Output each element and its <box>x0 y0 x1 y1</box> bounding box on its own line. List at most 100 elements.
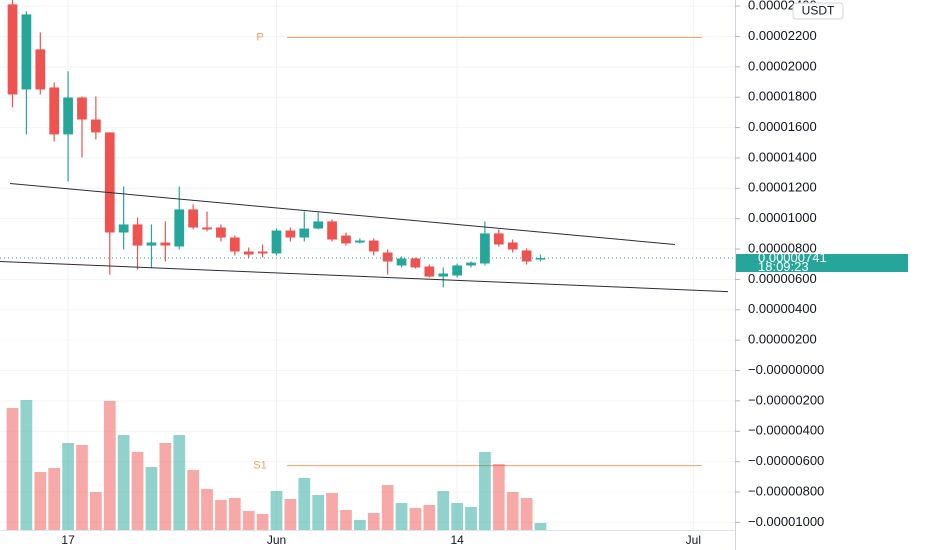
volume-bar <box>312 495 325 530</box>
candle-body <box>229 237 240 252</box>
trend-line <box>0 261 729 293</box>
volume-bar <box>451 503 463 530</box>
last-price-box <box>736 254 908 273</box>
volume-bar <box>353 520 366 530</box>
volume-bar <box>381 485 394 530</box>
volume-bar <box>395 503 408 530</box>
candle-body <box>160 242 171 246</box>
candle-body <box>104 132 115 233</box>
candle-body <box>77 97 87 120</box>
volume-bar <box>256 514 269 530</box>
volume-bar <box>90 492 102 530</box>
candle-body <box>493 233 504 245</box>
candle-body <box>146 242 157 246</box>
volume-bar <box>20 400 33 530</box>
candle-body <box>410 258 421 268</box>
plot: P S1 <box>0 0 735 530</box>
volume-bar <box>437 491 450 530</box>
candle-body <box>452 265 462 276</box>
candle-body <box>118 224 129 233</box>
candle-body <box>368 240 379 252</box>
volume-bar <box>145 467 158 530</box>
volume-bar <box>62 443 74 530</box>
volume-bar <box>492 464 505 530</box>
candle-body <box>202 227 212 230</box>
x-tick-label: 17 <box>61 533 75 547</box>
candle-body <box>521 250 532 262</box>
candle-body <box>313 221 324 229</box>
volume-bar <box>520 498 533 530</box>
volume-bar <box>103 401 116 530</box>
volume-bar <box>34 472 47 530</box>
y-tick-label: −0.00000800 <box>748 483 824 498</box>
candle-body <box>285 230 296 238</box>
candle-body <box>7 4 18 95</box>
y-tick-label: 0.00002000 <box>748 58 817 73</box>
volume-bar <box>298 478 311 530</box>
x-tick-label: Jul <box>686 533 701 547</box>
volume-bar <box>6 408 19 530</box>
x-tick-label: 14 <box>450 533 464 547</box>
y-tick-label: −0.00000000 <box>748 362 824 377</box>
candle-body <box>91 119 101 133</box>
x-tick-label: Jun <box>267 533 286 547</box>
volume-bar <box>465 507 477 530</box>
volume-bar <box>48 468 61 530</box>
volume-bar <box>117 435 130 530</box>
y-tick-label: 0.00001000 <box>748 210 817 225</box>
volume-bar <box>270 491 283 530</box>
volume-bar <box>340 510 352 530</box>
volume-bar <box>131 452 144 530</box>
y-tick-label: 0.00001800 <box>748 89 817 104</box>
volume-bar <box>215 500 227 530</box>
volume-bar <box>479 452 491 530</box>
candle-body <box>480 233 490 264</box>
volume-bar <box>409 508 422 530</box>
candle-body <box>188 209 198 228</box>
candle-body <box>35 49 46 90</box>
y-tick-label: 0.00000200 <box>748 332 817 347</box>
volume-bar <box>326 493 338 530</box>
candle-body <box>243 251 254 255</box>
candle-body <box>354 240 365 243</box>
y-tick-label: 0.00001200 <box>748 180 817 195</box>
volume-bar <box>187 470 199 530</box>
y-tick-label: −0.00000200 <box>748 392 824 407</box>
volume-bar <box>242 511 255 530</box>
candle-body <box>327 221 337 240</box>
countdown: 18:09:23 <box>758 259 809 274</box>
pivot-label: S1 <box>253 460 266 472</box>
volume-bar <box>173 435 186 530</box>
candle-body <box>271 230 282 254</box>
candle-body <box>299 228 310 238</box>
candle-body <box>132 224 143 246</box>
volume-bar <box>367 513 380 530</box>
volume-bar <box>506 492 519 530</box>
candle-body <box>535 258 546 260</box>
trend-line <box>9 182 676 245</box>
candle-body <box>21 14 32 90</box>
candle-body <box>424 266 435 277</box>
volume-bar <box>159 443 172 530</box>
candle-body <box>63 97 73 135</box>
candle-body <box>466 262 476 266</box>
axis: 0.000024000.000022000.000020000.00001800… <box>61 0 908 547</box>
candle-body <box>382 252 393 262</box>
candle-body <box>396 258 407 266</box>
currency-box[interactable] <box>792 2 844 20</box>
pivot-label: P <box>256 31 263 43</box>
candle-body <box>216 227 226 238</box>
y-tick-label: 0.00000600 <box>748 271 817 286</box>
y-tick-label: −0.00001000 <box>748 514 824 529</box>
candle-body <box>49 87 60 135</box>
y-tick-label: −0.00000600 <box>748 453 824 468</box>
y-tick-label: 0.00000400 <box>748 301 817 316</box>
volume-bar <box>201 489 213 530</box>
currency[interactable]: USDT <box>802 4 835 18</box>
last-price-label: 0.00000741 <box>758 250 827 265</box>
y-tick-label: 0.00001400 <box>748 149 817 164</box>
volume-bar <box>423 505 436 530</box>
